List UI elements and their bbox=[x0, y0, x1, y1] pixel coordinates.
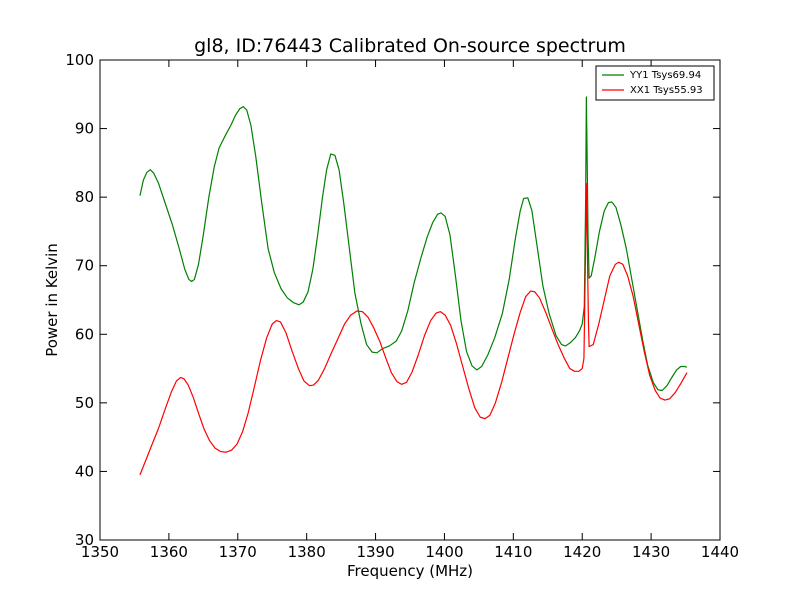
x-tick-label: 1420 bbox=[563, 543, 601, 561]
x-tick-label: 1350 bbox=[81, 543, 119, 561]
x-axis-ticks: 1350 1360 1370 1380 1390 1400 1410 1420 1430 1440 bbox=[81, 60, 739, 561]
legend-label-xx1: XX1 Tsys55.93 bbox=[630, 85, 703, 96]
series-line-xx1 bbox=[139, 182, 688, 476]
series-line-yy1 bbox=[139, 96, 688, 392]
x-tick-label: 1440 bbox=[701, 543, 739, 561]
y-tick-label: 30 bbox=[75, 531, 94, 549]
legend: YY1 Tsys69.94 XX1 Tsys55.93 bbox=[595, 65, 715, 101]
y-tick-label: 60 bbox=[75, 325, 94, 343]
y-tick-label: 90 bbox=[75, 120, 94, 138]
x-tick-label: 1380 bbox=[288, 543, 326, 561]
x-tick-label: 1390 bbox=[356, 543, 394, 561]
plot-area-frame bbox=[99, 59, 721, 541]
y-tick-label: 100 bbox=[65, 51, 94, 69]
x-tick-label: 1400 bbox=[425, 543, 463, 561]
y-tick-label: 70 bbox=[75, 257, 94, 275]
series-layer bbox=[139, 96, 688, 476]
x-tick-label: 1410 bbox=[494, 543, 532, 561]
y-tick-label: 40 bbox=[75, 462, 94, 480]
x-tick-label: 1360 bbox=[150, 543, 188, 561]
x-axis-label: Frequency (MHz) bbox=[347, 562, 473, 580]
x-tick-label: 1370 bbox=[219, 543, 257, 561]
legend-label-yy1: YY1 Tsys69.94 bbox=[629, 70, 701, 81]
y-tick-label: 80 bbox=[75, 188, 94, 206]
chart-title: gl8, ID:76443 Calibrated On-source spect… bbox=[194, 35, 626, 57]
y-axis-label: Power in Kelvin bbox=[43, 243, 61, 357]
y-axis-ticks: 30 40 50 60 70 80 90 100 bbox=[65, 51, 720, 549]
y-tick-label: 50 bbox=[75, 394, 94, 412]
legend-box bbox=[595, 65, 715, 101]
x-tick-label: 1430 bbox=[632, 543, 670, 561]
